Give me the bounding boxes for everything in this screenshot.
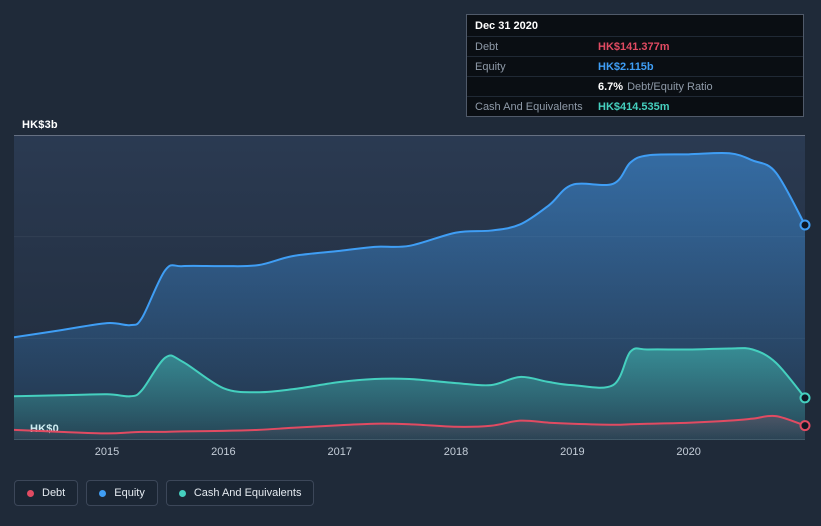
x-axis-tick: 2019 bbox=[560, 446, 585, 458]
series-line-equity bbox=[14, 151, 806, 339]
equity-color-dot bbox=[99, 489, 107, 497]
tooltip-row-debt: Debt HK$141.377m bbox=[467, 37, 803, 57]
debt-color-dot bbox=[27, 489, 34, 497]
tooltip-row-ratio: 6.7% Debt/Equity Ratio bbox=[467, 77, 803, 97]
legend-item-equity[interactable]: Equity bbox=[86, 480, 158, 506]
cash-color-dot bbox=[178, 489, 186, 497]
x-axis-tick: 2015 bbox=[94, 446, 120, 458]
legend-item-cash[interactable]: Cash And Equivalents bbox=[165, 480, 315, 506]
tooltip-row-cash: Cash And Equivalents HK$414.535m bbox=[467, 97, 803, 116]
endpoint-marker-debt[interactable] bbox=[799, 420, 811, 432]
tooltip-cash-label: Cash And Equivalents bbox=[475, 100, 583, 113]
x-axis-tick: 2017 bbox=[327, 446, 352, 458]
tooltip-date: Dec 31 2020 bbox=[467, 15, 803, 37]
y-axis-label-top: HK$3b bbox=[22, 119, 58, 131]
chart-legend: Debt Equity Cash And Equivalents bbox=[14, 480, 315, 506]
legend-item-debt[interactable]: Debt bbox=[14, 480, 79, 506]
series-line-debt bbox=[14, 414, 806, 435]
endpoint-marker-equity[interactable] bbox=[799, 219, 811, 231]
x-axis: 2015 2016 2017 2018 2019 2020 bbox=[14, 446, 805, 460]
tooltip-row-equity: Equity HK$2.115b bbox=[467, 57, 803, 77]
legend-debt-label: Debt bbox=[42, 487, 66, 499]
chart-area bbox=[14, 135, 811, 440]
chart-tooltip: Dec 31 2020 Debt HK$141.377m Equity HK$2… bbox=[466, 14, 804, 117]
series-area-cash bbox=[14, 348, 805, 440]
tooltip-debt-value: HK$141.377m bbox=[598, 40, 670, 53]
endpoint-marker-cash[interactable] bbox=[799, 392, 811, 404]
debt-equity-history-chart[interactable] bbox=[14, 135, 811, 440]
x-axis-tick: 2016 bbox=[211, 446, 236, 458]
series-area-debt bbox=[14, 415, 805, 440]
tooltip-ratio-label: Debt/Equity Ratio bbox=[627, 80, 713, 93]
tooltip-ratio-value: 6.7% bbox=[598, 80, 624, 93]
series-line-cash bbox=[14, 347, 806, 399]
tooltip-equity-label: Equity bbox=[475, 60, 506, 73]
legend-equity-label: Equity bbox=[114, 487, 145, 499]
tooltip-ratio: 6.7% Debt/Equity Ratio bbox=[598, 81, 713, 93]
tooltip-cash-value: HK$414.535m bbox=[598, 100, 670, 113]
series-area-equity bbox=[14, 152, 805, 440]
x-axis-tick: 2020 bbox=[676, 446, 701, 458]
x-axis-tick: 2018 bbox=[443, 446, 469, 458]
tooltip-equity-value: HK$2.115b bbox=[598, 60, 654, 73]
legend-cash-label: Cash And Equivalents bbox=[193, 487, 302, 499]
tooltip-debt-label: Debt bbox=[475, 40, 499, 53]
